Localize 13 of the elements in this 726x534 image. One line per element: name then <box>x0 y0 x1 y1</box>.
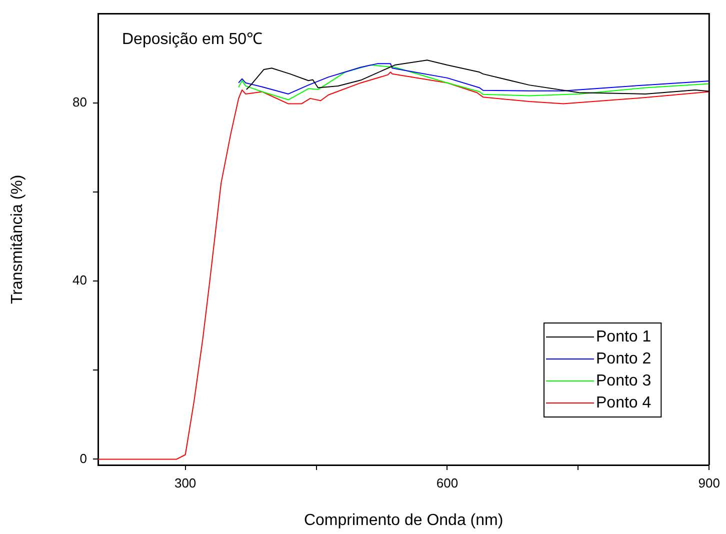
y-tick-label: 40 <box>72 272 87 288</box>
legend-label: Ponto 3 <box>596 372 652 390</box>
y-axis-title: Transmitância (%) <box>9 174 26 304</box>
x-tick-label: 900 <box>698 475 720 490</box>
y-tick-label: 0 <box>80 450 87 466</box>
y-tick-label: 80 <box>72 94 87 110</box>
x-tick-label: 600 <box>436 475 458 490</box>
x-axis-title: Comprimento de Onda (nm) <box>304 512 504 529</box>
legend-label: Ponto 4 <box>596 394 652 412</box>
annotation: Deposição em 50℃ <box>122 31 263 48</box>
x-tick-label: 300 <box>174 475 196 490</box>
legend-label: Ponto 1 <box>596 328 652 346</box>
legend-label: Ponto 2 <box>596 350 652 368</box>
